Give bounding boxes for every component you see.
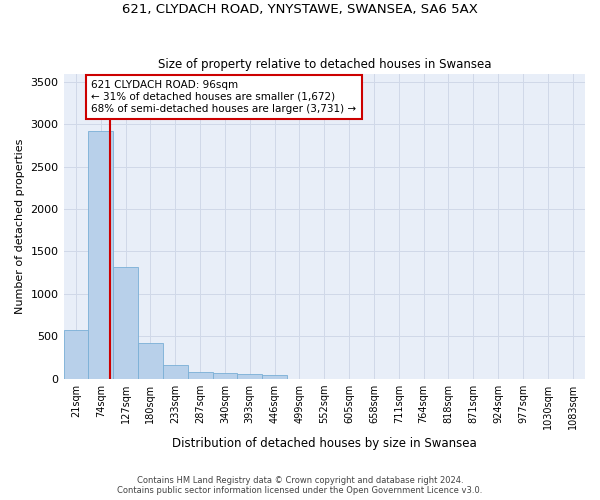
- Y-axis label: Number of detached properties: Number of detached properties: [15, 138, 25, 314]
- Bar: [212, 374, 238, 378]
- X-axis label: Distribution of detached houses by size in Swansea: Distribution of detached houses by size …: [172, 437, 476, 450]
- Bar: [188, 372, 212, 378]
- Text: 621, CLYDACH ROAD, YNYSTAWE, SWANSEA, SA6 5AX: 621, CLYDACH ROAD, YNYSTAWE, SWANSEA, SA…: [122, 2, 478, 16]
- Bar: [262, 374, 287, 378]
- Bar: [64, 330, 88, 378]
- Bar: [238, 374, 262, 378]
- Text: 621 CLYDACH ROAD: 96sqm
← 31% of detached houses are smaller (1,672)
68% of semi: 621 CLYDACH ROAD: 96sqm ← 31% of detache…: [91, 80, 356, 114]
- Bar: [88, 131, 113, 378]
- Bar: [113, 266, 138, 378]
- Title: Size of property relative to detached houses in Swansea: Size of property relative to detached ho…: [158, 58, 491, 71]
- Bar: [138, 344, 163, 378]
- Bar: [163, 366, 188, 378]
- Text: Contains HM Land Registry data © Crown copyright and database right 2024.
Contai: Contains HM Land Registry data © Crown c…: [118, 476, 482, 495]
